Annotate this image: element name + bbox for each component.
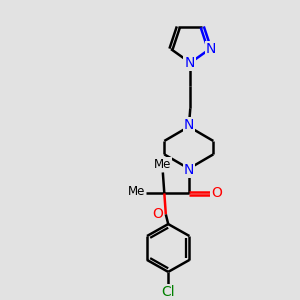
Text: O: O: [212, 186, 222, 200]
Text: N: N: [184, 163, 194, 177]
Text: O: O: [152, 207, 163, 221]
Text: N: N: [206, 42, 216, 56]
Text: N: N: [184, 56, 195, 70]
Text: Cl: Cl: [161, 285, 175, 299]
Text: N: N: [184, 118, 194, 132]
Text: Me: Me: [128, 185, 145, 199]
Text: Me: Me: [154, 158, 172, 171]
